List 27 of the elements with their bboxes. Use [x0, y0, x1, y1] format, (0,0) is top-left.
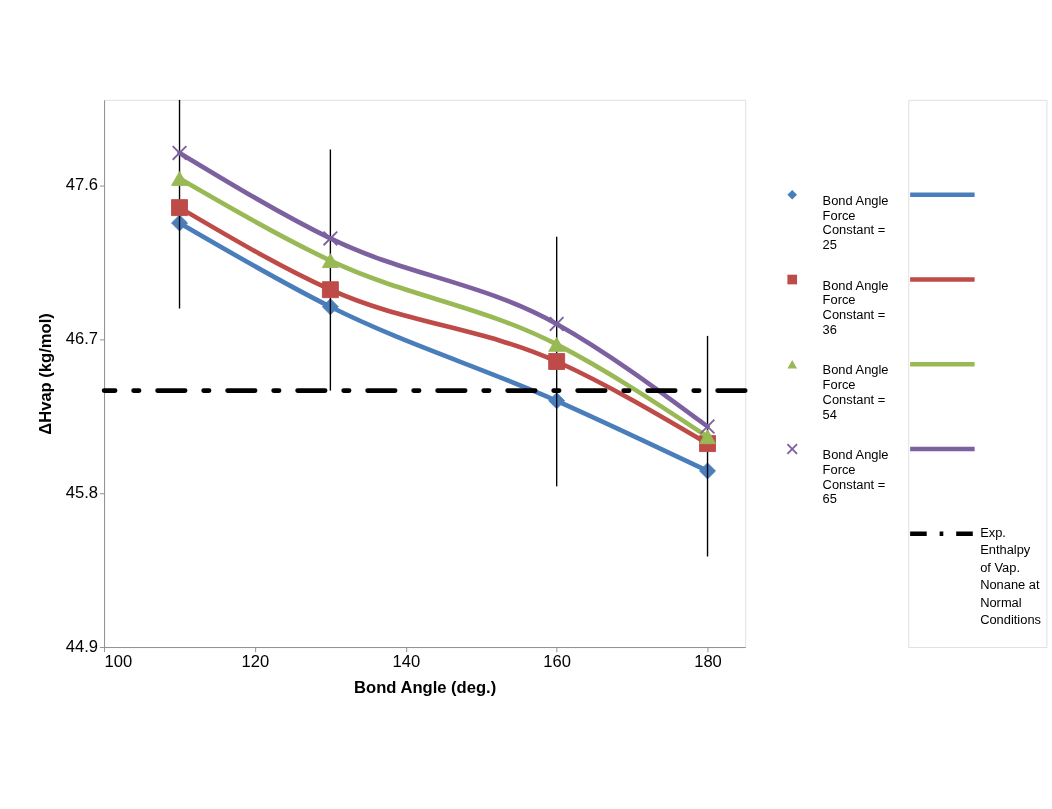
- point: [321, 281, 339, 299]
- point: [699, 418, 716, 435]
- x-tick-label: 160: [543, 651, 571, 671]
- point: [321, 253, 339, 268]
- x-tick-label: 100: [104, 651, 133, 671]
- legend-label: Bond Angle Force Constant = 54: [822, 362, 889, 422]
- y-axis-title: ΔHvap (kg/mol): [36, 313, 56, 435]
- y-tick-label: 46.7: [65, 329, 99, 349]
- y-tick-label: 45.8: [65, 483, 99, 503]
- legend-label: Bond Angle Force Constant = 25: [822, 192, 889, 253]
- y-tick-label: 44.9: [65, 637, 99, 657]
- point: [171, 171, 188, 186]
- x-tick-label: 140: [392, 651, 421, 671]
- point: [171, 199, 188, 217]
- x-axis-title: Bond Angle (deg.): [354, 677, 497, 697]
- legend-label: Bond Angle Force Constant = 65: [822, 447, 889, 507]
- point: [171, 145, 188, 161]
- point: [548, 337, 566, 352]
- x-tick-label: 120: [241, 651, 270, 671]
- legend-label: Exp. Enthalpy of Vap. Nonane at Normal Conditions: [980, 524, 1041, 628]
- point: [322, 230, 339, 247]
- point: [548, 316, 565, 332]
- x-tick-label: 180: [694, 651, 722, 671]
- y-tick-label: 47.6: [65, 175, 99, 195]
- point: [699, 429, 716, 445]
- point: [548, 353, 566, 370]
- legend-label: Bond Angle Force Constant = 36: [822, 277, 889, 337]
